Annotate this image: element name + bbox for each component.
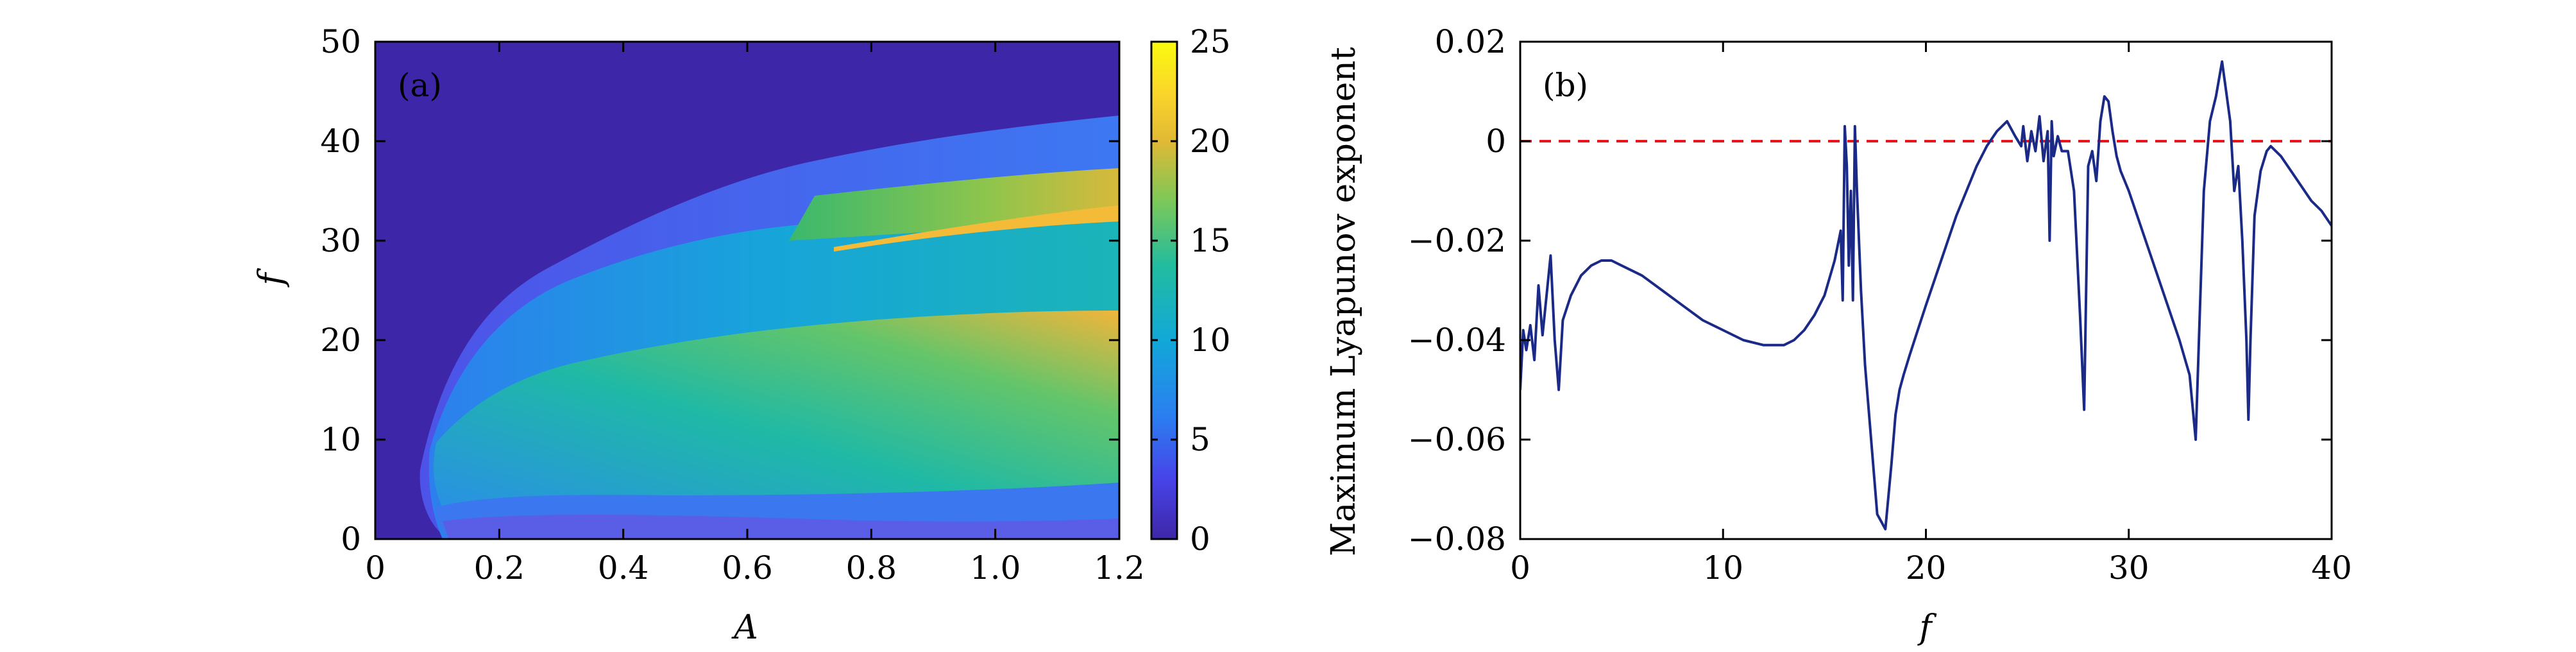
x-tick-label: 40	[2311, 549, 2352, 587]
colorbar-tick-label: 20	[1190, 123, 1231, 160]
y-tick-label: −0.08	[1408, 520, 1506, 558]
x-tick-label: 0.8	[846, 549, 897, 587]
axes-a: 0 0.2 0.4 0.6 0.8 1.0 1.2 0 10 20 30 40 50	[320, 23, 1144, 587]
x-tick-label: 30	[2108, 549, 2149, 587]
x-tick-label: 0	[1510, 549, 1530, 587]
y-tick-label: 50	[320, 23, 361, 60]
y-tick-label: 40	[320, 123, 361, 160]
colorbar-frame	[1150, 40, 1178, 540]
colorbar-ticks: 0 5 10 15 20 25	[1151, 23, 1231, 558]
x-tick-label: 20	[1906, 549, 1947, 587]
x-tick-label: 0.4	[598, 549, 649, 587]
x-axis-label-a: A	[731, 608, 758, 647]
panel-label-a: (a)	[398, 67, 442, 104]
y-tick-label: −0.02	[1408, 222, 1506, 259]
x-tick-label: 0.6	[722, 549, 773, 587]
heatmap-region-orange-streak	[834, 205, 1119, 252]
colorbar	[1151, 42, 1177, 539]
x-axis-label-b: f	[1917, 608, 1936, 647]
panel-label-b: (b)	[1543, 67, 1588, 104]
colorbar-tick-label: 0	[1190, 520, 1210, 558]
heatmap-region-base-inner	[443, 515, 1119, 539]
y-tick-label: 0	[341, 520, 361, 558]
y-tick-label: 0	[1486, 123, 1506, 160]
y-axis-label-b: Maximum Lyapunov exponent	[1325, 47, 1363, 556]
colorbar-tick-label: 15	[1190, 222, 1231, 259]
x-tick-label: 1.0	[970, 549, 1021, 587]
y-tick-label: 0.02	[1435, 23, 1506, 60]
x-tick-label: 0.2	[474, 549, 525, 587]
x-tick-label: 0	[365, 549, 386, 587]
panel-b: 0 10 20 30 40 0.02 0 −0.02 −0.04 −0.06 −0.08 (b) f…	[1325, 23, 2352, 647]
colorbar-tick-label: 25	[1190, 23, 1231, 60]
y-tick-label: −0.04	[1408, 322, 1506, 359]
x-tick-label: 10	[1702, 549, 1743, 587]
y-tick-label: 20	[320, 322, 361, 359]
y-tick-label: −0.06	[1408, 421, 1506, 458]
heatmap-image	[375, 42, 1119, 539]
y-tick-label: 10	[320, 421, 361, 458]
colorbar-tick-label: 10	[1190, 322, 1231, 359]
heatmap-region-lower-band	[434, 311, 1119, 520]
axes-b: 0 10 20 30 40 0.02 0 −0.02 −0.04 −0.06 −0.08	[1408, 23, 2352, 587]
y-axis-label-a: f	[252, 268, 291, 288]
x-tick-label: 1.2	[1094, 549, 1145, 587]
y-tick-label: 30	[320, 222, 361, 259]
colorbar-tick-label: 5	[1190, 421, 1210, 458]
series-line-mle	[1520, 60, 2332, 531]
